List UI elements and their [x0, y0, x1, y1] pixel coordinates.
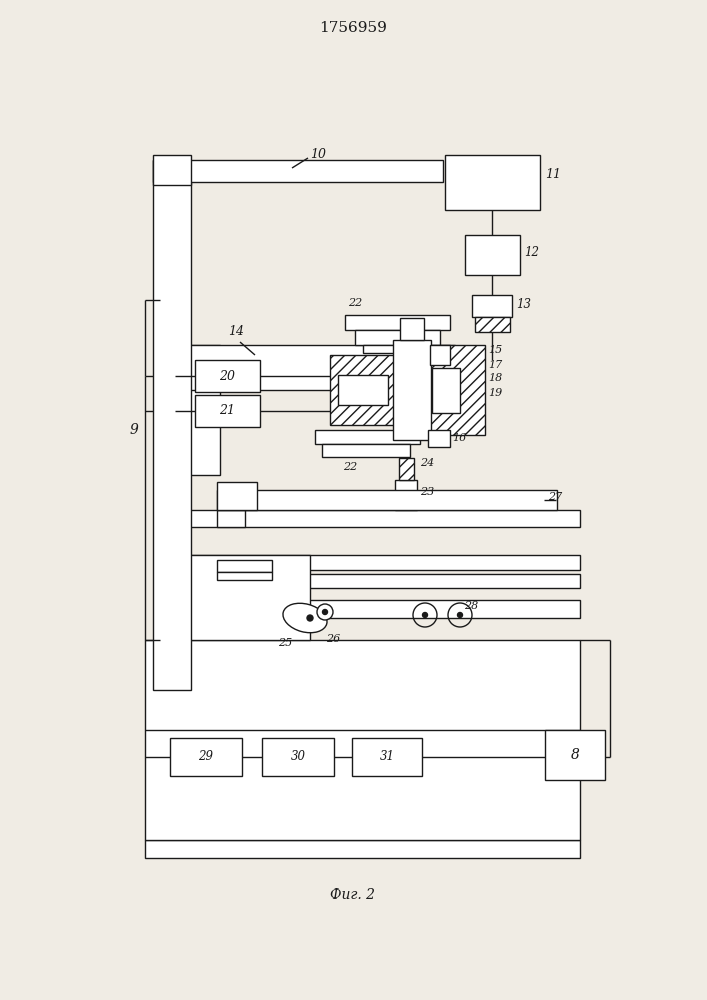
Bar — [153, 160, 191, 690]
Bar — [195, 360, 260, 392]
Bar — [160, 574, 580, 588]
Bar — [175, 345, 455, 390]
Text: 12: 12 — [524, 246, 539, 259]
Text: 18: 18 — [488, 373, 502, 383]
Bar — [545, 730, 605, 780]
Bar — [395, 480, 417, 510]
Text: Фиг. 2: Фиг. 2 — [330, 888, 375, 902]
Circle shape — [423, 612, 428, 617]
Bar — [330, 355, 395, 425]
Text: 26: 26 — [326, 634, 340, 644]
Circle shape — [317, 604, 333, 620]
Bar — [363, 345, 413, 353]
Bar — [217, 490, 557, 510]
Bar — [262, 738, 334, 776]
Bar — [160, 555, 580, 570]
Bar — [472, 295, 512, 317]
Text: 14: 14 — [228, 325, 244, 338]
Text: 31: 31 — [380, 750, 395, 764]
Text: 23: 23 — [420, 487, 434, 497]
Text: 22: 22 — [348, 298, 362, 308]
Text: 20: 20 — [219, 369, 235, 382]
Circle shape — [307, 615, 313, 621]
Bar — [428, 430, 450, 447]
Bar — [399, 458, 414, 480]
Text: 25: 25 — [278, 638, 292, 648]
Text: 8: 8 — [571, 748, 580, 762]
Bar — [465, 235, 520, 275]
Bar — [400, 318, 424, 340]
Bar — [430, 345, 450, 365]
Bar — [217, 572, 272, 580]
Bar — [352, 738, 422, 776]
Text: 17: 17 — [488, 360, 502, 370]
Circle shape — [322, 609, 327, 614]
Text: 22: 22 — [343, 462, 357, 472]
Text: 27: 27 — [548, 492, 562, 502]
Text: 15: 15 — [488, 345, 502, 355]
Text: 30: 30 — [291, 750, 305, 764]
Bar — [355, 330, 440, 345]
Bar — [315, 430, 420, 444]
Text: 16: 16 — [452, 433, 466, 443]
Text: 19: 19 — [488, 388, 502, 398]
Bar — [160, 600, 580, 618]
Bar — [432, 368, 460, 413]
Bar — [217, 560, 272, 572]
Bar — [445, 155, 540, 210]
Bar — [322, 444, 410, 457]
Bar — [345, 315, 450, 330]
Circle shape — [457, 612, 462, 617]
Ellipse shape — [283, 603, 327, 633]
Bar — [160, 510, 580, 527]
Text: 1756959: 1756959 — [319, 21, 387, 35]
Text: 13: 13 — [516, 298, 531, 312]
Text: 9: 9 — [129, 423, 138, 437]
Text: 24: 24 — [420, 458, 434, 468]
Text: 21: 21 — [219, 404, 235, 418]
Bar — [217, 510, 245, 527]
Bar — [393, 340, 431, 440]
Bar — [338, 375, 388, 405]
Text: 28: 28 — [464, 601, 478, 611]
Bar — [170, 738, 242, 776]
Bar — [145, 840, 580, 858]
Text: 11: 11 — [545, 168, 561, 182]
Bar — [175, 345, 220, 475]
Bar — [430, 345, 485, 435]
Bar — [153, 160, 443, 182]
Bar — [217, 482, 257, 510]
Bar — [145, 640, 580, 840]
Bar — [153, 155, 191, 185]
Text: 29: 29 — [199, 750, 214, 764]
Text: 10: 10 — [310, 148, 326, 161]
Bar — [160, 555, 310, 640]
Bar — [475, 317, 510, 332]
Bar — [195, 395, 260, 427]
